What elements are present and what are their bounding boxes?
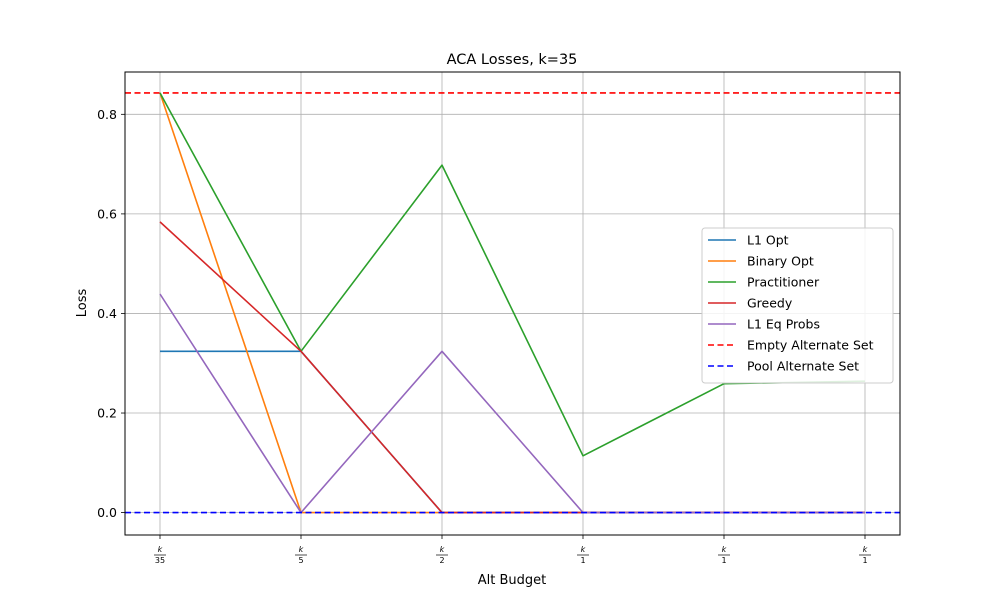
y-tick-label: 0.8 — [97, 107, 117, 122]
x-tick-label-denominator: 1 — [721, 556, 726, 565]
x-tick-label-numerator: k — [440, 545, 445, 554]
x-tick-label-numerator: k — [581, 545, 586, 554]
x-tick-label-numerator: k — [299, 545, 304, 554]
legend-label: Practitioner — [747, 275, 820, 290]
legend-label: L1 Eq Probs — [747, 317, 820, 332]
legend-label: Binary Opt — [747, 254, 814, 269]
plot-frame — [124, 71, 901, 536]
series-group — [125, 92, 900, 514]
x-tick-label-denominator: 35 — [155, 556, 165, 565]
y-tick-label: 0.4 — [97, 306, 117, 321]
y-tick-label: 0.0 — [97, 505, 117, 520]
legend-label: L1 Opt — [747, 233, 789, 248]
x-tick-label-denominator: 1 — [580, 556, 585, 565]
y-tick-label: 0.6 — [97, 206, 117, 221]
x-axis-label: Alt Budget — [478, 573, 547, 588]
x-tick-label-numerator: k — [722, 545, 727, 554]
y-axis-label: Loss — [75, 289, 90, 318]
legend-label: Greedy — [747, 296, 793, 311]
legend-label: Empty Alternate Set — [747, 338, 874, 353]
y-tick-label: 0.2 — [97, 406, 117, 421]
legend-box — [701, 227, 894, 384]
x-tick-label-denominator: 2 — [439, 556, 444, 565]
legend-label: Pool Alternate Set — [747, 359, 859, 374]
x-tick-label-denominator: 5 — [298, 556, 303, 565]
x-tick-label-numerator: k — [158, 545, 163, 554]
x-tick-label-denominator: 1 — [862, 556, 867, 565]
legend: L1 Opt Binary Opt Practitioner Greedy L1 Eq … — [701, 227, 894, 384]
chart-title: ACA Losses, k=35 — [447, 52, 578, 68]
x-tick-label-numerator: k — [863, 545, 868, 554]
ticks: k 35 k 5 k 2 k 1 k 1 k 1 0.0 0.2 0.4 0.6 0.8 — [97, 107, 871, 565]
